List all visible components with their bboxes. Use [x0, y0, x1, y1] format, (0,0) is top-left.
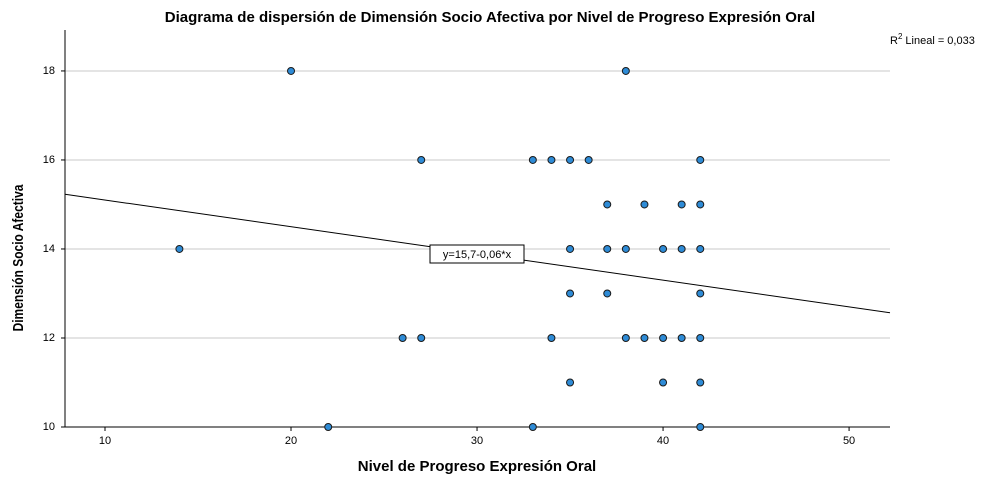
x-tick-label: 10	[99, 435, 111, 447]
point	[566, 155, 575, 164]
point	[566, 289, 575, 298]
point	[566, 244, 575, 253]
point	[603, 289, 612, 298]
y-tick-label: 10	[43, 421, 55, 433]
y-tick-label: 14	[43, 243, 55, 255]
point	[547, 155, 556, 164]
r2-sup: 2	[898, 32, 903, 41]
r2-text: Lineal = 0,033	[905, 35, 974, 47]
point	[584, 155, 593, 164]
point	[603, 200, 612, 209]
point	[659, 333, 668, 342]
point	[696, 423, 705, 431]
point	[696, 244, 705, 253]
point	[621, 66, 630, 75]
point	[398, 333, 407, 342]
y-tick-label: 12	[43, 332, 55, 344]
point	[566, 378, 575, 387]
point	[677, 333, 686, 342]
r2-label: R2 Lineal = 0,033	[890, 32, 975, 47]
x-tick-label: 40	[657, 435, 669, 447]
point	[640, 333, 649, 342]
point	[175, 244, 184, 253]
chart-title: Diagrama de dispersión de Dimensión Soci…	[165, 9, 815, 26]
point	[528, 155, 537, 164]
point	[659, 244, 668, 253]
point	[324, 423, 333, 431]
point	[621, 333, 630, 342]
point	[696, 155, 705, 164]
point	[417, 333, 426, 342]
point	[417, 155, 426, 164]
x-tick-label: 30	[471, 435, 483, 447]
point	[528, 423, 537, 431]
point	[696, 289, 705, 298]
x-axis-label: Nivel de Progreso Expresión Oral	[358, 458, 596, 475]
x-tick-label: 20	[285, 435, 297, 447]
x-tick-label: 50	[843, 435, 855, 447]
y-axis-label: Dimensión Socio Afectiva	[10, 184, 27, 331]
point	[621, 244, 630, 253]
fit-label: y=15,7-0,06*x	[443, 249, 512, 261]
point	[547, 333, 556, 342]
point	[696, 333, 705, 342]
point	[677, 244, 686, 253]
point	[603, 244, 612, 253]
point	[696, 378, 705, 387]
y-tick-label: 16	[43, 154, 55, 166]
r2-base: R	[890, 35, 898, 47]
y-tick-label: 18	[43, 65, 55, 77]
point	[677, 200, 686, 209]
point	[659, 378, 668, 387]
fit-label-box	[429, 244, 525, 264]
point	[696, 200, 705, 209]
point	[640, 200, 649, 209]
point	[287, 66, 296, 75]
